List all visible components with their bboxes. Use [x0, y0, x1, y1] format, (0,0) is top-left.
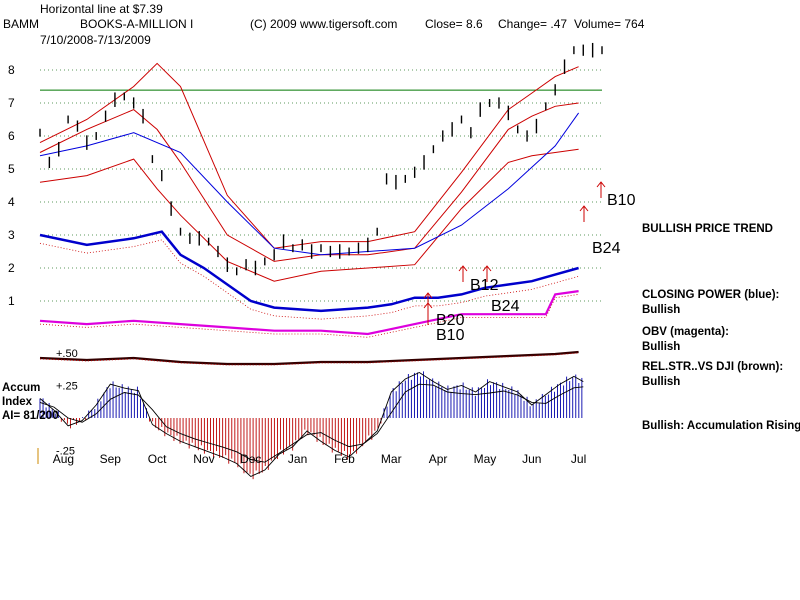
month-tick-Sep: Sep — [100, 452, 122, 466]
month-tick-Nov: Nov — [193, 452, 214, 466]
month-tick-Oct: Oct — [148, 452, 167, 466]
relstr-title: REL.STR..VS DJI (brown): — [642, 361, 784, 373]
month-tick-Jul: Jul — [571, 452, 586, 466]
price-tick-5: 5 — [8, 162, 15, 176]
ticker: BAMM — [3, 17, 39, 31]
signal-label-B20: B20 — [436, 312, 465, 329]
signal-arrow-head — [579, 205, 589, 212]
signal-label-B12: B12 — [470, 277, 499, 294]
closing-power-title: CLOSING POWER (blue): — [642, 289, 780, 301]
accum-label-line1: Accum — [2, 382, 41, 394]
obv-value: Bullish — [642, 341, 681, 353]
price-tick-4: 4 — [8, 195, 15, 209]
accum-label-line2: Index — [2, 396, 33, 408]
month-tick-May: May — [474, 452, 497, 466]
volume-value: Volume= 764 — [574, 17, 645, 31]
signal-label-B24: B24 — [491, 298, 520, 315]
lower-band-line — [39, 148, 579, 282]
month-tick-Jan: Jan — [288, 452, 307, 466]
closing-power-avg-line — [39, 239, 579, 320]
signal-label-B10: B10 — [607, 192, 636, 209]
middle-band-line — [39, 102, 579, 262]
rel-strength-line — [39, 350, 579, 366]
accum-label-line3: AI= 81/200 — [2, 410, 59, 422]
signal-arrow-head — [596, 181, 606, 188]
obv-line — [39, 290, 579, 336]
date-range: 7/10/2008-7/13/2009 — [40, 33, 151, 47]
close-value: Close= 8.6 — [425, 17, 483, 31]
price-tick-1: 1 — [8, 294, 15, 308]
month-tick-Aug: Aug — [53, 452, 74, 466]
horizontal-line-note: Horizontal line at $7.39 — [40, 2, 163, 16]
accum-tick-+.50: +.50 — [56, 348, 78, 360]
month-tick-Feb: Feb — [334, 452, 355, 466]
price-tick-7: 7 — [8, 96, 15, 110]
signal-arrow-head — [423, 292, 433, 299]
relstr-value: Bullish — [642, 376, 681, 388]
accum-summary: Bullish: Accumulation Rising — [642, 420, 800, 432]
signal-label-B24: B24 — [592, 240, 621, 257]
signal-label-B10: B10 — [436, 327, 465, 344]
closing-power-value: Bullish — [642, 304, 681, 316]
price-tick-2: 2 — [8, 261, 15, 275]
accum-index-avg-line — [39, 383, 584, 463]
month-tick-Apr: Apr — [429, 452, 448, 466]
accum-tick-+.25: +.25 — [56, 381, 78, 393]
month-tick-Mar: Mar — [381, 452, 402, 466]
rel-strength-avg-line — [39, 352, 579, 366]
obv-title: OBV (magenta): — [642, 326, 729, 338]
month-tick-Dec: Dec — [240, 452, 261, 466]
copyright: (C) 2009 www.tigersoft.com — [250, 17, 398, 31]
moving-average-line — [39, 112, 580, 256]
price-trend-label: BULLISH PRICE TREND — [642, 223, 773, 235]
closing-power-line — [39, 230, 579, 313]
company-name: BOOKS-A-MILLION I — [80, 17, 194, 31]
price-tick-8: 8 — [8, 63, 15, 77]
change-value: Change= .47 — [498, 17, 568, 31]
price-tick-6: 6 — [8, 129, 15, 143]
signal-arrow-head — [458, 265, 468, 272]
price-tick-3: 3 — [8, 228, 15, 242]
signal-arrow-head — [482, 265, 492, 272]
upper-band-line — [39, 62, 579, 249]
month-tick-Jun: Jun — [522, 452, 541, 466]
accum-tick--.25: -.25 — [56, 446, 75, 458]
accum-index-line — [39, 371, 584, 478]
